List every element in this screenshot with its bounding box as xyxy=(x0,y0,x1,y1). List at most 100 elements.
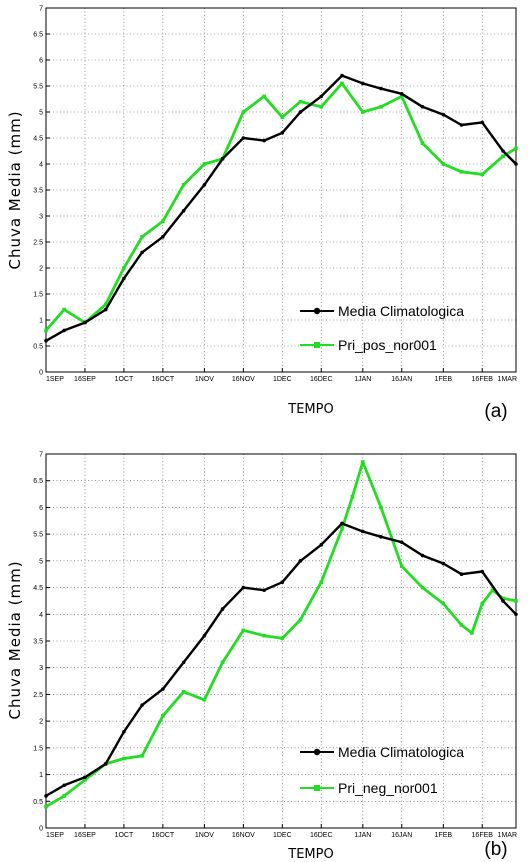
data-point xyxy=(340,521,344,526)
data-point xyxy=(161,687,165,691)
data-point xyxy=(459,123,464,127)
y-tick-label: 6 xyxy=(39,58,43,65)
data-point xyxy=(262,633,266,638)
legend-entry: Pri_neg_nor001 xyxy=(338,780,438,796)
data-point xyxy=(220,660,225,665)
data-point xyxy=(220,157,225,161)
x-tick-label: 1NOV xyxy=(195,832,214,839)
data-point xyxy=(340,73,344,78)
data-point xyxy=(83,775,87,780)
data-point xyxy=(62,783,66,788)
data-point xyxy=(83,320,87,325)
x-axis-label: TEMPO xyxy=(287,402,333,417)
data-point xyxy=(319,105,324,109)
y-tick-label: 3 xyxy=(39,214,43,221)
data-point xyxy=(44,339,48,343)
y-tick-label: 6.5 xyxy=(33,32,43,39)
x-tick-label: 16DEC xyxy=(310,376,333,383)
data-point xyxy=(122,276,126,281)
y-tick-label: 5.5 xyxy=(33,532,43,539)
x-tick-label: 16FEB xyxy=(472,376,494,383)
data-point xyxy=(441,112,446,117)
data-point xyxy=(241,110,246,114)
x-tick-label: 1JAN xyxy=(354,376,371,383)
x-tick-label: 16SEP xyxy=(74,376,96,383)
y-tick-label: 5 xyxy=(39,110,43,117)
data-point xyxy=(360,460,365,464)
data-point xyxy=(241,585,246,590)
data-point xyxy=(319,94,324,99)
x-axis-label: TEMPO xyxy=(287,847,333,862)
data-point xyxy=(441,162,446,166)
y-tick-label: 4 xyxy=(39,162,43,169)
y-tick-label: 5.5 xyxy=(33,84,43,91)
x-tick-label: 16JAN xyxy=(391,832,412,839)
x-tick-label: 1OCT xyxy=(115,832,134,839)
data-point xyxy=(62,328,66,333)
data-point xyxy=(298,110,303,114)
data-point xyxy=(379,105,383,109)
x-tick-label: 1MAR xyxy=(498,376,517,383)
x-tick-label: 1FEB xyxy=(435,376,453,383)
chart-panel-1: 0 0.5 1 1.5 2 2.5 3 3.5 4 4.5 5 5.5 6 6.5 7 1SEP 16SEP 1O… xyxy=(6,6,518,422)
data-point xyxy=(103,302,108,307)
data-point xyxy=(459,623,464,627)
data-point xyxy=(340,527,344,531)
y-tick-label: 2 xyxy=(39,266,43,273)
data-point xyxy=(490,588,495,593)
data-point xyxy=(441,601,446,606)
data-point xyxy=(480,120,485,125)
data-point xyxy=(379,505,383,510)
data-point xyxy=(298,559,303,563)
y-tick-label: 1 xyxy=(39,318,43,325)
x-tick-label: 16OCT xyxy=(152,832,175,839)
data-point xyxy=(470,631,474,635)
legend-entry: Pri_pos_nor001 xyxy=(338,337,437,353)
data-point xyxy=(399,92,404,96)
data-point xyxy=(399,564,404,568)
data-point xyxy=(379,535,383,539)
data-point xyxy=(140,703,144,707)
y-tick-label: 0.5 xyxy=(33,344,43,351)
data-point xyxy=(62,794,66,798)
data-point xyxy=(202,633,207,638)
data-point xyxy=(202,183,207,187)
x-tick-label: 16SEP xyxy=(74,832,96,839)
data-point xyxy=(420,105,425,109)
y-tick-label: 1.5 xyxy=(33,292,43,299)
y-tick-label: 1 xyxy=(39,772,43,779)
y-tick-label: 3 xyxy=(39,665,43,672)
x-tick-label: 1NOV xyxy=(195,376,214,383)
y-tick-label: 5 xyxy=(39,558,43,565)
x-tick-label: 1SEP xyxy=(46,376,64,383)
data-point xyxy=(441,561,446,566)
y-tick-label: 0 xyxy=(39,826,43,833)
data-point xyxy=(241,136,246,140)
data-point xyxy=(399,94,404,99)
data-point xyxy=(103,762,108,766)
data-point xyxy=(298,99,303,104)
data-point xyxy=(44,794,48,798)
y-tick-label: 3.5 xyxy=(33,639,43,646)
data-point xyxy=(140,754,144,758)
data-point xyxy=(220,607,225,611)
data-point xyxy=(459,170,464,174)
data-point xyxy=(340,81,344,86)
y-axis-label: Chuva Media (mm) xyxy=(6,560,24,719)
data-point xyxy=(420,141,425,145)
data-point xyxy=(280,580,285,585)
x-tick-label: 1FEB xyxy=(435,832,453,839)
data-point xyxy=(360,110,365,114)
data-point xyxy=(181,183,186,187)
y-tick-label: 4 xyxy=(39,612,43,619)
data-point xyxy=(459,572,464,577)
data-point xyxy=(501,154,505,158)
data-point xyxy=(161,235,165,239)
y-tick-label: 7 xyxy=(39,452,43,459)
y-tick-label: 1.5 xyxy=(33,745,43,752)
data-point xyxy=(501,599,505,603)
data-point xyxy=(514,612,518,617)
data-point xyxy=(280,115,285,119)
data-point xyxy=(140,235,144,239)
panel-label: (b) xyxy=(484,839,507,860)
